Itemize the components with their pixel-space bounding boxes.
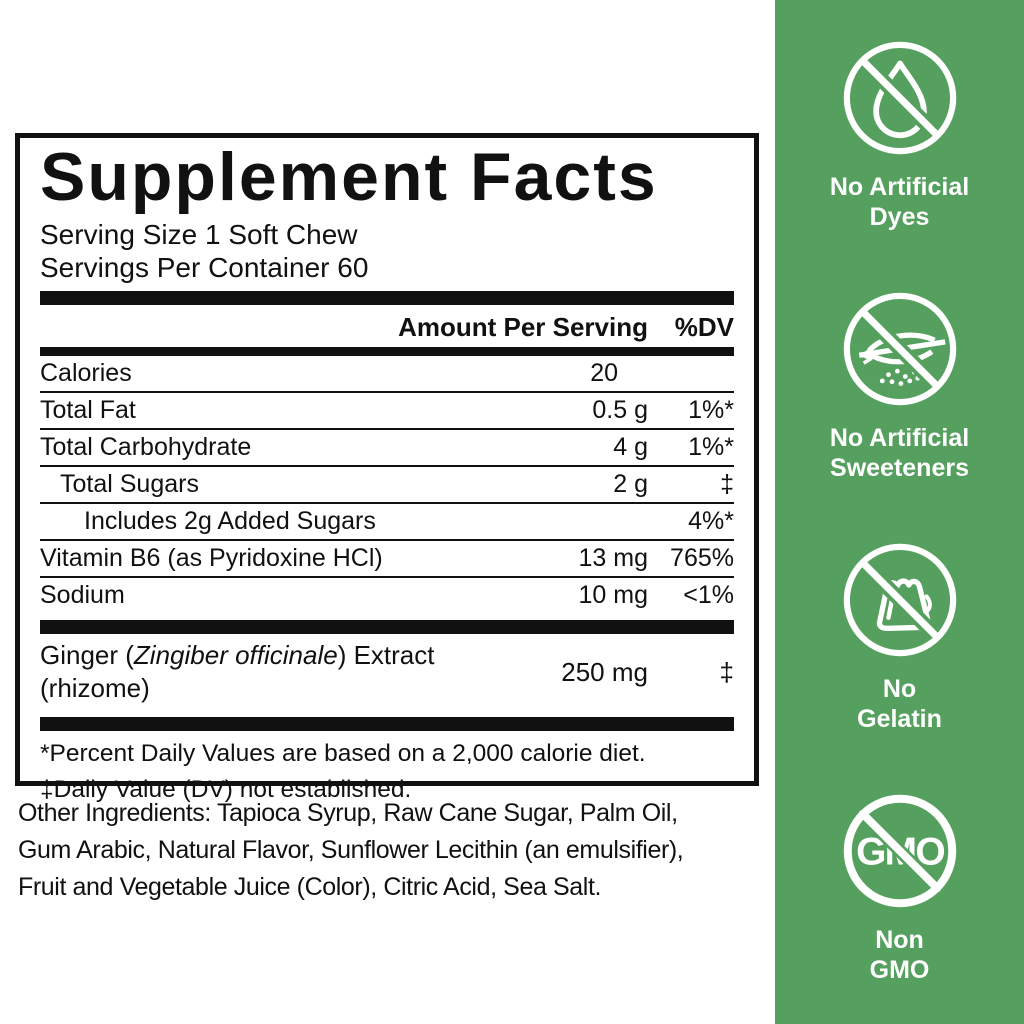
row-name: Total Carbohydrate — [40, 433, 252, 461]
badge-no-gelatin: No Gelatin — [838, 538, 962, 734]
badge-label-line: Dyes — [869, 203, 930, 231]
supplement-facts-panel: Supplement Facts Serving Size 1 Soft Che… — [15, 133, 759, 803]
row-dv: ‡ — [720, 470, 734, 498]
row-amount: 2 g — [613, 470, 648, 498]
row-dv: 1%* — [688, 433, 734, 461]
row-amount: 10 mg — [578, 581, 648, 609]
table-row-ginger-extract: Ginger (Zingiber officinale) Extract (rh… — [40, 634, 734, 710]
badge-no-artificial-dyes: No Artificial Dyes — [830, 36, 969, 232]
footnotes: *Percent Daily Values are based on a 2,0… — [40, 736, 734, 808]
serving-size-line: Serving Size 1 Soft Chew — [40, 219, 358, 250]
table-header-row: Amount Per Serving %DV — [40, 305, 734, 347]
servings-per-container-line: Servings Per Container 60 — [40, 252, 369, 283]
table-row-added-sugars: Includes 2g Added Sugars 4%* — [40, 502, 734, 539]
badge-non-gmo: GMO Non GMO — [838, 789, 962, 985]
row-name: Total Sugars — [60, 470, 199, 498]
row-name: Vitamin B6 (as Pyridoxine HCl) — [40, 544, 383, 572]
ginger-botanical-name: Zingiber officinale — [133, 640, 338, 670]
other-ingredients-line: Other Ingredients: Tapioca Syrup, Raw Ca… — [18, 799, 678, 827]
table-row-total-fat: Total Fat 0.5 g 1%* — [40, 391, 734, 428]
badge-no-artificial-sweeteners: No Artificial Sweeteners — [830, 287, 969, 483]
table-row-calories: Calories 20 — [40, 356, 734, 391]
row-dv: 1%* — [688, 396, 734, 424]
badge-label-line: No Artificial — [829, 173, 970, 201]
panel-title: Supplement Facts — [40, 139, 658, 215]
footnote-percent-dv: *Percent Daily Values are based on a 2,0… — [40, 740, 646, 767]
row-amount: 250 mg — [561, 656, 648, 687]
row-amount: 0.5 g — [592, 396, 648, 424]
badge-label: No Gelatin — [857, 674, 942, 734]
row-name: Sodium — [40, 581, 125, 609]
badge-label-line: Sweeteners — [830, 454, 969, 482]
droplet-slash-icon — [843, 41, 956, 155]
divider-thick-bottom — [40, 717, 734, 731]
row-dv: 765% — [670, 544, 734, 572]
badge-label: No Artificial Sweeteners — [830, 423, 969, 483]
row-amount: 13 mg — [578, 544, 648, 572]
row-name: Includes 2g Added Sugars — [84, 507, 376, 535]
gmo-slash-icon: GMO — [843, 794, 956, 908]
row-name: Calories — [40, 359, 132, 387]
row-amount: 20 — [590, 359, 618, 387]
footnote-dagger: ‡Daily Value (DV) not established. — [40, 776, 412, 803]
divider-thick-middle — [40, 620, 734, 634]
sweetener-slash-icon — [843, 292, 956, 406]
other-ingredients: Other Ingredients: Tapioca Syrup, Raw Ca… — [18, 795, 684, 906]
badge-label-line: Non — [875, 926, 924, 954]
table-row-sodium: Sodium 10 mg <1% — [40, 576, 734, 613]
row-dv: <1% — [683, 581, 734, 609]
row-amount: 4 g — [613, 433, 648, 461]
badge-label-line: Gelatin — [857, 705, 942, 733]
badge-label: No Artificial Dyes — [830, 172, 969, 232]
table-row-vitamin-b6: Vitamin B6 (as Pyridoxine HCl) 13 mg 765… — [40, 539, 734, 576]
gelatin-slash-icon — [843, 543, 956, 657]
ginger-prefix: Ginger ( — [40, 640, 134, 670]
badge-label-line: No — [882, 675, 917, 703]
claims-sidebar: No Artificial Dyes No Artificia — [775, 0, 1024, 1024]
table-row-total-sugars: Total Sugars 2 g ‡ — [40, 465, 734, 502]
table-row-total-carbohydrate: Total Carbohydrate 4 g 1%* — [40, 428, 734, 465]
divider-thick-top — [40, 291, 734, 305]
amount-per-serving-header: Amount Per Serving — [398, 312, 648, 342]
dv-header: %DV — [674, 312, 734, 342]
other-ingredients-line: Fruit and Vegetable Juice (Color), Citri… — [18, 873, 602, 901]
badge-label: Non GMO — [870, 925, 930, 985]
row-dv: 4%* — [688, 507, 734, 535]
badge-label-line: GMO — [869, 956, 930, 984]
other-ingredients-line: Gum Arabic, Natural Flavor, Sunflower Le… — [18, 836, 684, 864]
divider-medium — [40, 347, 734, 356]
row-dv: ‡ — [719, 656, 734, 687]
badge-label-line: No Artificial — [829, 424, 970, 452]
ginger-plant-part: (rhizome) — [40, 673, 150, 703]
nutrient-rows: Calories 20 Total Fat 0.5 g 1%* Total Ca… — [40, 356, 734, 613]
ginger-suffix: ) Extract — [337, 640, 435, 670]
ginger-name: Ginger (Zingiber officinale) Extract (rh… — [40, 639, 503, 705]
row-name: Total Fat — [40, 396, 136, 424]
